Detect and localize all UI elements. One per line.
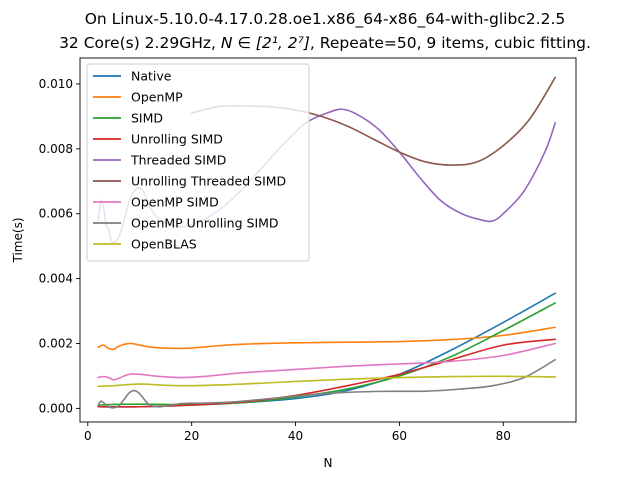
y-tick-label: 0.010 <box>39 77 73 91</box>
y-tick-label: 0.004 <box>39 272 73 286</box>
legend-label: SIMD <box>131 111 163 126</box>
x-axis-label: N <box>324 456 333 470</box>
chart-title-line1: On Linux-5.10.0-4.17.0.28.oe1.x86_64-x86… <box>85 10 566 29</box>
series-line-2 <box>97 326 557 351</box>
x-tick-label: 80 <box>496 429 511 443</box>
x-tick-label: 0 <box>84 429 92 443</box>
legend-label: OpenBLAS <box>131 237 197 252</box>
x-tick-label: 20 <box>184 429 199 443</box>
legend-label: Unrolling Threaded SIMD <box>131 174 286 189</box>
legend-label: Threaded SIMD <box>130 153 226 168</box>
y-axis: 0.000 0.002 0.004 0.006 0.008 0.010 <box>39 77 80 415</box>
x-axis: 0 20 40 60 80 <box>84 422 511 443</box>
title-prefix: 32 Core(s) 2.29GHz, <box>59 34 221 52</box>
series-line-8 <box>97 358 557 409</box>
legend-label: Unrolling SIMD <box>131 132 223 147</box>
legend-label: Native <box>131 69 172 84</box>
legend: Native OpenMP SIMD Unrolling SIMD Threaded S… <box>86 63 310 262</box>
y-tick-label: 0.008 <box>39 142 73 156</box>
y-axis-label: Time(s) <box>11 218 25 264</box>
y-tick-label: 0.002 <box>39 336 73 350</box>
y-tick-label: 0.006 <box>39 207 73 221</box>
title-suffix: , Repeate=50, 9 items, cubic fitting. <box>310 34 591 52</box>
plot-frame <box>79 57 577 423</box>
series-line-9 <box>97 375 557 388</box>
series-lines <box>97 76 557 409</box>
title-math: N ∈ [2¹, 2⁷] <box>221 34 310 52</box>
x-tick-label: 60 <box>392 429 407 443</box>
x-tick-label: 40 <box>288 429 303 443</box>
chart-title-line2: 32 Core(s) 2.29GHz, N ∈ [2¹, 2⁷], Repeat… <box>59 34 591 52</box>
series-line-3 <box>97 302 557 406</box>
legend-label: OpenMP Unrolling SIMD <box>131 216 279 231</box>
y-tick-label: 0.000 <box>39 401 73 415</box>
series-line-7 <box>97 342 557 381</box>
legend-label: OpenMP <box>131 90 183 105</box>
legend-box <box>86 63 310 262</box>
legend-label: OpenMP SIMD <box>131 195 219 210</box>
